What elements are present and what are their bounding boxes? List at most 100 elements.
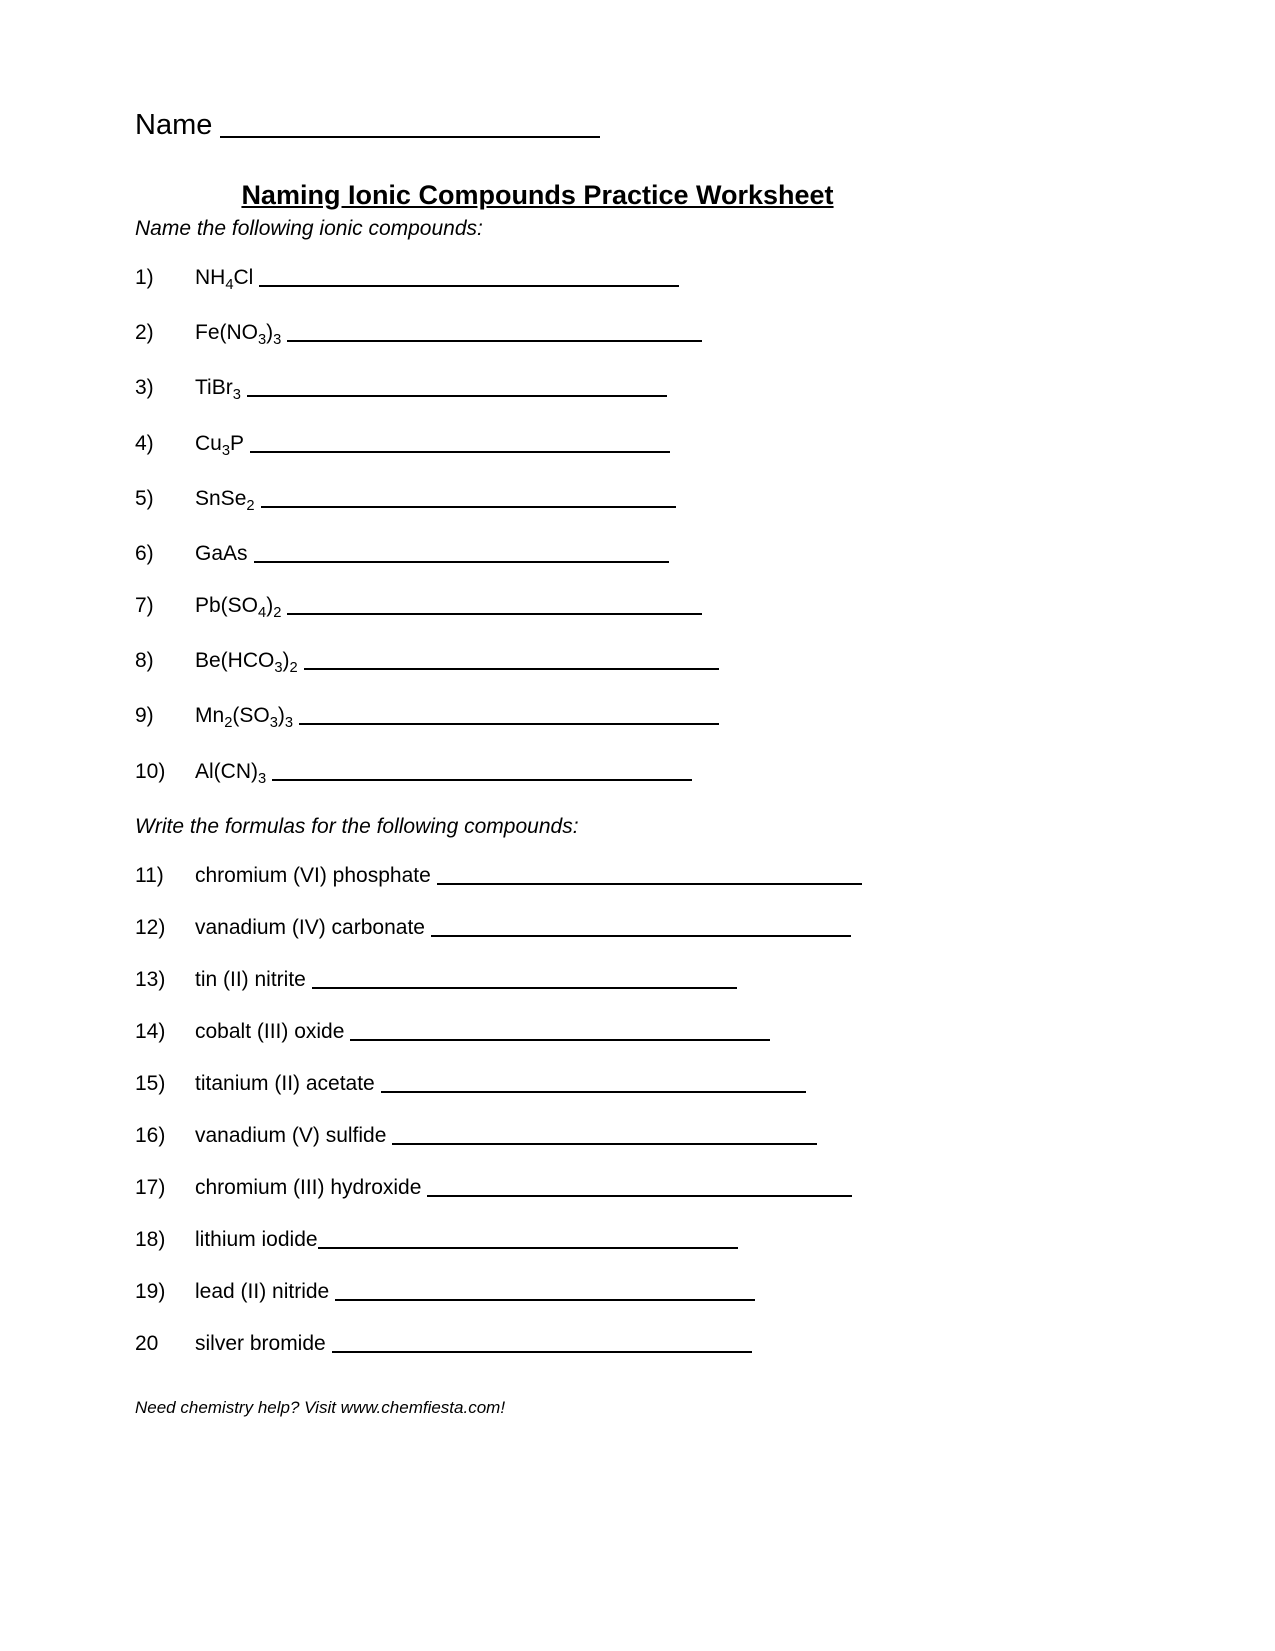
- answer-blank: [287, 594, 702, 615]
- compound-name: silver bromide: [195, 1332, 326, 1356]
- question-item: 4)Cu3P: [135, 429, 1140, 459]
- item-number: 11): [135, 864, 195, 888]
- question-item: 14)cobalt (III) oxide: [135, 1017, 1140, 1044]
- item-number: 4): [135, 432, 195, 456]
- chemical-formula: TiBr3: [195, 376, 241, 403]
- item-content: TiBr3: [195, 373, 1140, 403]
- question-item: 20silver bromide: [135, 1329, 1140, 1356]
- item-content: tin (II) nitrite: [195, 965, 1140, 992]
- item-content: Cu3P: [195, 429, 1140, 459]
- section2-items: 11)chromium (VI) phosphate 12)vanadium (I…: [135, 861, 1140, 1356]
- name-field: Name: [135, 105, 1140, 142]
- chemical-formula: Fe(NO3)3: [195, 321, 281, 348]
- chemical-formula: Be(HCO3)2: [195, 649, 298, 676]
- item-number: 1): [135, 266, 195, 290]
- compound-name: tin (II) nitrite: [195, 968, 306, 992]
- answer-blank: [304, 649, 719, 670]
- compound-name: lithium iodide: [195, 1228, 318, 1252]
- item-number: 12): [135, 916, 195, 940]
- answer-blank: [261, 487, 676, 508]
- section1-items: 1)NH4Cl 2)Fe(NO3)3 3)TiBr3 4)Cu3P 5)SnSe2 6)G…: [135, 263, 1140, 787]
- item-number: 8): [135, 649, 195, 673]
- question-item: 15)titanium (II) acetate: [135, 1069, 1140, 1096]
- question-item: 12)vanadium (IV) carbonate: [135, 913, 1140, 940]
- item-content: chromium (III) hydroxide: [195, 1173, 1140, 1200]
- item-content: vanadium (V) sulfide: [195, 1121, 1140, 1148]
- answer-blank: [287, 321, 702, 342]
- compound-name: lead (II) nitride: [195, 1280, 329, 1304]
- question-item: 5)SnSe2: [135, 484, 1140, 514]
- item-content: chromium (VI) phosphate: [195, 861, 1140, 888]
- item-content: NH4Cl: [195, 263, 1140, 293]
- question-item: 3)TiBr3: [135, 373, 1140, 403]
- question-item: 2)Fe(NO3)3: [135, 318, 1140, 348]
- question-item: 7)Pb(SO4)2: [135, 591, 1140, 621]
- answer-blank: [247, 376, 667, 397]
- item-number: 10): [135, 760, 195, 784]
- item-content: lithium iodide: [195, 1225, 1140, 1252]
- compound-name: chromium (VI) phosphate: [195, 864, 431, 888]
- item-number: 13): [135, 968, 195, 992]
- question-item: 8)Be(HCO3)2: [135, 646, 1140, 676]
- answer-blank: [392, 1124, 817, 1145]
- item-number: 17): [135, 1176, 195, 1200]
- question-item: 17)chromium (III) hydroxide: [135, 1173, 1140, 1200]
- item-content: silver bromide: [195, 1329, 1140, 1356]
- item-number: 19): [135, 1280, 195, 1304]
- answer-blank: [272, 760, 692, 781]
- answer-blank: [312, 968, 737, 989]
- answer-blank: [250, 432, 670, 453]
- item-number: 6): [135, 542, 195, 566]
- name-blank: [220, 109, 600, 138]
- answer-blank: [254, 542, 669, 563]
- item-number: 2): [135, 321, 195, 345]
- answer-blank: [427, 1176, 852, 1197]
- answer-blank: [381, 1072, 806, 1093]
- question-item: 16)vanadium (V) sulfide: [135, 1121, 1140, 1148]
- compound-name: vanadium (V) sulfide: [195, 1124, 386, 1148]
- question-item: 19)lead (II) nitride: [135, 1277, 1140, 1304]
- answer-blank: [299, 704, 719, 725]
- item-content: Fe(NO3)3: [195, 318, 1140, 348]
- compound-name: cobalt (III) oxide: [195, 1020, 344, 1044]
- item-content: lead (II) nitride: [195, 1277, 1140, 1304]
- question-item: 18)lithium iodide: [135, 1225, 1140, 1252]
- question-item: 6)GaAs: [135, 539, 1140, 566]
- question-item: 9)Mn2(SO3)3: [135, 701, 1140, 731]
- item-content: Be(HCO3)2: [195, 646, 1140, 676]
- answer-blank: [318, 1228, 738, 1249]
- answer-blank: [431, 916, 851, 937]
- question-item: 11)chromium (VI) phosphate: [135, 861, 1140, 888]
- item-content: vanadium (IV) carbonate: [195, 913, 1140, 940]
- chemical-formula: GaAs: [195, 542, 248, 566]
- item-number: 14): [135, 1020, 195, 1044]
- section1-instruction: Name the following ionic compounds:: [135, 217, 1140, 241]
- item-content: SnSe2: [195, 484, 1140, 514]
- item-content: Pb(SO4)2: [195, 591, 1140, 621]
- chemical-formula: SnSe2: [195, 487, 255, 514]
- item-number: 16): [135, 1124, 195, 1148]
- section2-instruction: Write the formulas for the following com…: [135, 815, 1140, 839]
- footer-text: Need chemistry help? Visit www.chemfiest…: [135, 1398, 1140, 1418]
- answer-blank: [350, 1020, 770, 1041]
- item-content: titanium (II) acetate: [195, 1069, 1140, 1096]
- item-number: 15): [135, 1072, 195, 1096]
- item-content: Mn2(SO3)3: [195, 701, 1140, 731]
- chemical-formula: NH4Cl: [195, 266, 253, 293]
- answer-blank: [335, 1280, 755, 1301]
- chemical-formula: Pb(SO4)2: [195, 594, 281, 621]
- item-number: 9): [135, 704, 195, 728]
- chemical-formula: Al(CN)3: [195, 760, 266, 787]
- answer-blank: [332, 1332, 752, 1353]
- item-number: 18): [135, 1228, 195, 1252]
- compound-name: vanadium (IV) carbonate: [195, 916, 425, 940]
- compound-name: chromium (III) hydroxide: [195, 1176, 421, 1200]
- question-item: 1)NH4Cl: [135, 263, 1140, 293]
- question-item: 13)tin (II) nitrite: [135, 965, 1140, 992]
- worksheet-title: Naming Ionic Compounds Practice Workshee…: [135, 180, 1140, 211]
- item-content: GaAs: [195, 539, 1140, 566]
- chemical-formula: Cu3P: [195, 432, 244, 459]
- item-content: Al(CN)3: [195, 757, 1140, 787]
- item-number: 20: [135, 1332, 195, 1356]
- chemical-formula: Mn2(SO3)3: [195, 704, 293, 731]
